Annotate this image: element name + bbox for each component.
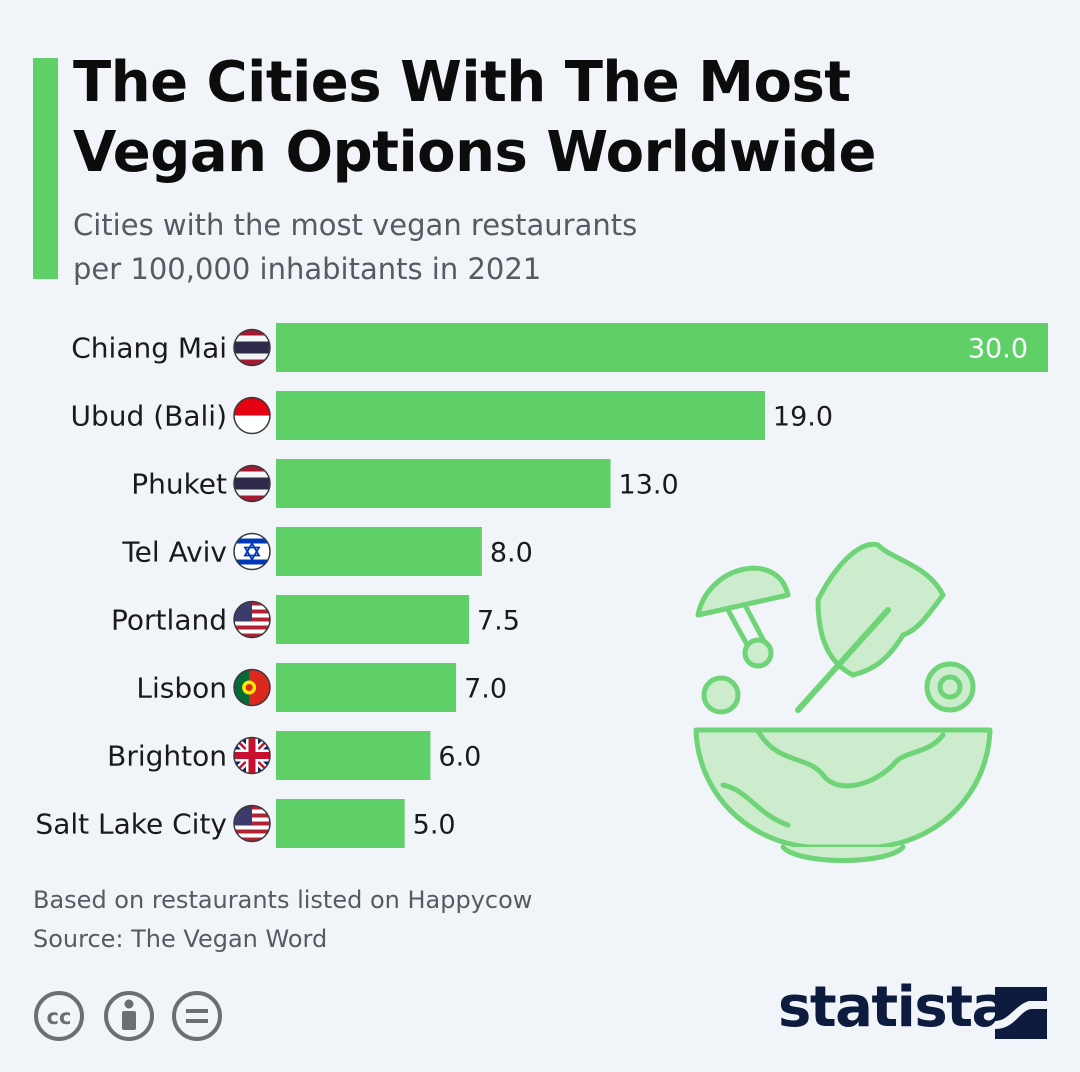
- page-title: The Cities With The Most Vegan Options W…: [73, 50, 876, 185]
- value-label: 7.0: [464, 674, 507, 705]
- uk-flag-icon: [233, 736, 271, 775]
- bar: [276, 663, 457, 712]
- subtitle-line-2: per 100,000 inhabitants in 2021: [73, 252, 542, 286]
- bar: [276, 799, 405, 848]
- nd-icon: [172, 991, 222, 1041]
- cc-icon: cc: [34, 991, 84, 1041]
- value-label: 30.0: [968, 334, 1028, 365]
- bar: [276, 527, 482, 576]
- value-label: 5.0: [413, 810, 456, 841]
- israel-flag-icon: [233, 532, 271, 571]
- value-label: 19.0: [773, 402, 833, 433]
- bar: [276, 323, 1048, 372]
- subtitle-line-1: Cities with the most vegan restaurants: [73, 208, 638, 242]
- category-label: Chiang Mai: [71, 332, 227, 365]
- indonesia-flag-icon: [233, 396, 271, 435]
- category-label: Ubud (Bali): [71, 400, 227, 433]
- portugal-flag-icon: [233, 668, 271, 707]
- salad-bowl-illustration: [693, 541, 993, 863]
- bar: [276, 391, 765, 440]
- category-label: Lisbon: [136, 672, 227, 705]
- page-subtitle: Cities with the most vegan restaurants p…: [73, 203, 973, 291]
- title-accent-bar: [33, 58, 58, 279]
- license-icons: cc: [34, 991, 222, 1041]
- value-label: 13.0: [619, 470, 679, 501]
- statista-logo-text: statista: [778, 975, 1009, 1040]
- category-label: Phuket: [131, 468, 227, 501]
- footnote: Based on restaurants listed on Happycow: [33, 886, 533, 914]
- bar: [276, 731, 431, 780]
- category-label: Portland: [111, 604, 227, 637]
- value-label: 8.0: [490, 538, 533, 569]
- thailand-flag-icon: [233, 464, 271, 503]
- category-label: Tel Aviv: [121, 536, 227, 569]
- usa-flag-icon: [233, 600, 271, 639]
- chart-rows: Chiang Mai 30.0 Ubud (Bali) 19.0 Phuket 13.0 T…: [35, 323, 1048, 848]
- category-label: Salt Lake City: [35, 808, 227, 841]
- category-label: Brighton: [107, 740, 227, 773]
- thailand-flag-icon: [233, 328, 271, 367]
- statista-logo-icon: [995, 987, 1047, 1039]
- bar: [276, 595, 469, 644]
- svg-text:cc: cc: [47, 1005, 72, 1029]
- source-note: Source: The Vegan Word: [33, 925, 328, 953]
- by-icon: [104, 991, 154, 1041]
- usa-flag-icon: [233, 804, 271, 843]
- value-label: 7.5: [477, 606, 520, 637]
- value-label: 6.0: [438, 742, 481, 773]
- bar: [276, 459, 611, 508]
